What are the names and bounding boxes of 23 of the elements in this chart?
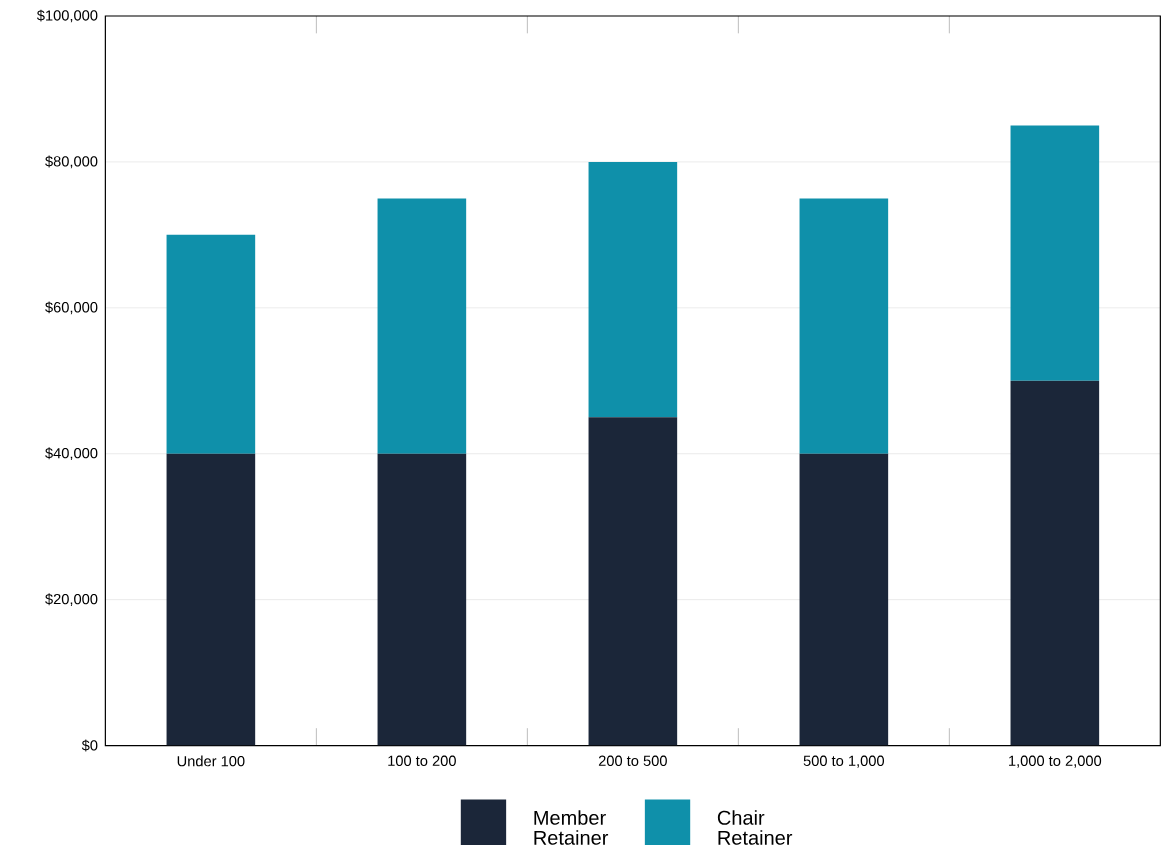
y-tick-label: $0 [81,739,98,752]
bar [588,161,678,418]
bar [377,453,467,746]
bar [377,198,467,454]
legend-label: Member Retainer [534,810,609,845]
y-tick-label: $60,000 [45,301,98,315]
bar [1010,125,1100,381]
y-tick-label: $40,000 [45,447,98,461]
x-tick-label: 100 to 200 [388,755,456,767]
y-tick-label: $20,000 [45,593,98,607]
bar [799,453,889,746]
bar [588,417,678,746]
bar [1010,380,1100,746]
y-tick-label: $80,000 [45,155,98,169]
bar [799,198,889,454]
bar [166,234,256,454]
x-tick-label: 500 to 1,000 [803,755,885,768]
x-tick-label: Under 100 [177,755,245,767]
x-tick-label: 200 to 500 [598,755,667,767]
legend-label: Chair Retainer [717,810,793,845]
bar [166,453,256,746]
y-tick-label: $100,000 [36,9,98,23]
x-tick-label: 1,000 to 2,000 [1009,755,1102,768]
